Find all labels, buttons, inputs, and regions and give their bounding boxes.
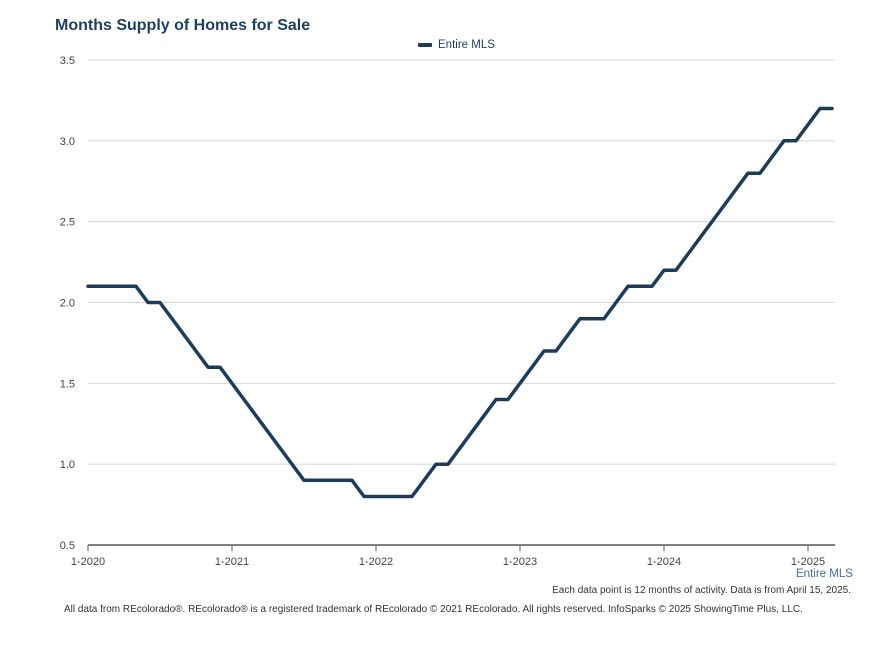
y-tick-label: 3.5 — [60, 55, 75, 67]
x-axis: 1-2020 1-2021 1-2022 1-2023 1-2024 1-2025 — [71, 544, 835, 568]
y-tick-label: 2.5 — [60, 217, 75, 229]
y-tick-label: 1.0 — [60, 459, 75, 471]
data-note: Each data point is 12 months of activity… — [552, 585, 851, 596]
y-tick-label: 1.5 — [60, 378, 75, 390]
legend-swatch — [418, 43, 432, 47]
legend[interactable]: Entire MLS — [418, 39, 495, 51]
series-layer — [86, 106, 834, 499]
y-tick-label: 0.5 — [60, 540, 75, 552]
x-tick-label: 1-2021 — [215, 556, 249, 568]
x-tick-label: 1-2022 — [359, 556, 393, 568]
chart-title: Months Supply of Homes for Sale — [55, 17, 311, 34]
y-axis-ticks: 0.5 1.0 1.5 2.0 2.5 3.0 3.5 — [60, 55, 75, 552]
y-tick-label: 3.0 — [60, 136, 75, 148]
x-tick-label: 1-2020 — [71, 556, 105, 568]
y-tick-label: 2.0 — [60, 298, 75, 310]
x-tick-label: 1-2024 — [647, 556, 681, 568]
copyright-footer: All data from REcolorado®. REcolorado® i… — [64, 604, 803, 615]
grid-lines — [88, 59, 835, 465]
x-tick-label: 1-2025 — [791, 556, 825, 568]
legend-label: Entire MLS — [438, 39, 495, 51]
x-tick-label: 1-2023 — [503, 556, 537, 568]
series-tag: Entire MLS — [796, 568, 853, 580]
